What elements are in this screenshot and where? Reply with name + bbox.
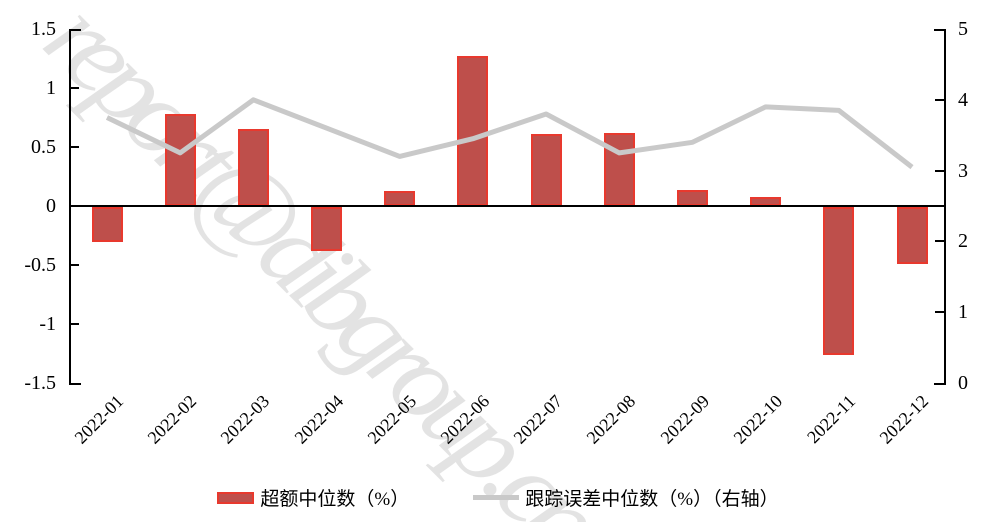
right-axis-bottom-serif [934, 383, 944, 385]
left-y-axis [69, 29, 71, 385]
left-axis-tick-label: -1 [39, 313, 56, 335]
left-axis-bottom-serif [71, 383, 81, 385]
legend-item-excess-median: 超额中位数（%） [217, 484, 409, 511]
bar-2022-11 [823, 207, 855, 355]
right-axis-tick-label: 1 [958, 301, 968, 324]
left-axis-tick-label: -0.5 [24, 254, 56, 276]
left-axis-top-serif [71, 29, 81, 31]
left-axis-tick-label: 1 [46, 77, 56, 99]
right-axis-tick-label: 2 [958, 230, 968, 253]
legend-item-tracking-error: 跟踪误差中位数（%）（右轴） [473, 484, 779, 511]
left-axis-tick-label: 0.5 [31, 136, 56, 158]
right-axis-tick-label: 0 [958, 372, 968, 394]
right-axis-tick [935, 311, 944, 314]
legend-label-excess-median: 超额中位数（%） [260, 489, 410, 510]
legend: 超额中位数（%） 跟踪误差中位数（%）（右轴） [0, 484, 996, 511]
bar-2022-07 [530, 134, 562, 206]
line-series-path [105, 97, 914, 170]
legend-label-tracking-error: 跟踪误差中位数（%）（右轴） [525, 489, 779, 510]
right-axis-tick-label: 4 [958, 88, 968, 111]
bar-2022-06 [457, 56, 489, 206]
bar-2022-03 [237, 129, 269, 206]
right-axis-tick [935, 169, 944, 172]
zero-baseline [70, 205, 945, 207]
left-axis-tick-label: 1.5 [31, 18, 56, 40]
right-axis-tick-label: 3 [958, 159, 968, 182]
right-axis-top-serif [934, 29, 944, 31]
bar-2022-05 [384, 190, 416, 206]
bar-series-swatch [217, 491, 255, 504]
left-axis-tick [71, 87, 79, 89]
line-series-swatch [473, 495, 520, 500]
left-axis-tick [71, 146, 79, 148]
right-y-axis [944, 29, 946, 385]
right-axis-tick-label: 5 [958, 18, 968, 40]
right-axis-tick [935, 98, 944, 101]
tracking-error-line-series [105, 97, 914, 170]
bar-2022-12 [896, 207, 928, 264]
bar-2022-10 [750, 196, 782, 206]
bar-2022-01 [91, 207, 123, 243]
bar-2022-04 [311, 207, 342, 251]
right-axis-tick [935, 240, 944, 243]
left-axis-tick [71, 323, 79, 325]
left-axis-tick-label: 0 [46, 195, 56, 217]
left-axis-tick-label: -1.5 [24, 372, 56, 394]
left-axis-tick [71, 264, 79, 266]
